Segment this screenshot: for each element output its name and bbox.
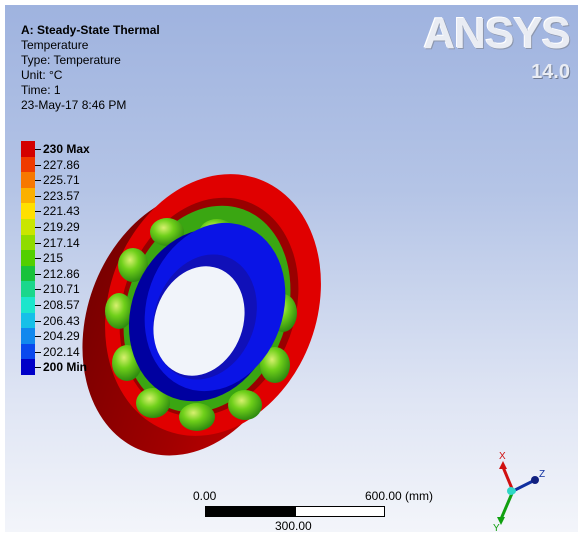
legend-swatch <box>21 312 35 329</box>
legend-label: 210.71 <box>43 282 80 297</box>
legend-swatch <box>21 343 35 360</box>
scale-mid-label: 300.00 <box>275 519 312 532</box>
legend-label: 215 <box>43 251 64 266</box>
logo-version: 14.0 <box>531 61 570 83</box>
legend-label: 200 Min <box>43 360 88 375</box>
bearing-model[interactable] <box>5 5 578 532</box>
legend-swatch <box>21 250 35 267</box>
legend-label: 206.43 <box>43 313 80 328</box>
result-date: 23-May-17 8:46 PM <box>21 98 127 112</box>
analysis-title: A: Steady-State Thermal <box>21 23 160 37</box>
legend-swatch <box>21 203 35 220</box>
legend-label: 204.29 <box>43 329 80 344</box>
scale-bar-white <box>295 506 385 517</box>
legend-label: 217.14 <box>43 235 80 250</box>
legend-swatch <box>21 234 35 251</box>
result-type: Type: Temperature <box>21 53 121 67</box>
legend-swatch <box>21 141 35 157</box>
result-unit: Unit: °C <box>21 68 63 82</box>
legend-label: 227.86 <box>43 157 80 172</box>
shaft-bore <box>153 266 245 376</box>
legend-label: 230 Max <box>43 142 90 156</box>
scale-left-label: 0.00 <box>193 489 217 503</box>
scale-bar-black <box>205 506 297 517</box>
legend-label: 212.86 <box>43 266 80 281</box>
legend-swatch <box>21 281 35 298</box>
axis-x-label: X <box>499 451 506 462</box>
ansys-logo: ANSYS 14.0 <box>423 9 571 84</box>
legend-label: 225.71 <box>43 173 80 188</box>
legend-swatch <box>21 219 35 235</box>
legend-label: 219.29 <box>43 220 80 234</box>
legend-label: 221.43 <box>43 204 80 219</box>
legend-label: 208.57 <box>43 298 80 312</box>
legend-label: 223.57 <box>43 188 80 203</box>
legend-swatch <box>21 359 35 376</box>
legend-swatch <box>21 328 35 345</box>
result-time: Time: 1 <box>21 83 61 97</box>
legend-swatch <box>21 172 35 189</box>
legend-label: 202.14 <box>43 344 80 359</box>
logo-brand: ANSYS <box>423 9 571 58</box>
graphics-viewport[interactable]: A: Steady-State Thermal Temperature Type… <box>5 5 578 532</box>
result-name: Temperature <box>21 38 89 52</box>
legend-swatch <box>21 297 35 313</box>
axis-triad[interactable]: X Z Y <box>483 443 563 532</box>
result-info-block: A: Steady-State Thermal Temperature Type… <box>21 23 160 113</box>
legend-swatch <box>21 265 35 282</box>
legend-swatch <box>21 156 35 173</box>
axis-y-label: Y <box>493 523 500 532</box>
axis-z-label: Z <box>539 469 545 480</box>
scale-right-label: 600.00 (mm) <box>365 489 434 503</box>
legend-swatch <box>21 187 35 204</box>
